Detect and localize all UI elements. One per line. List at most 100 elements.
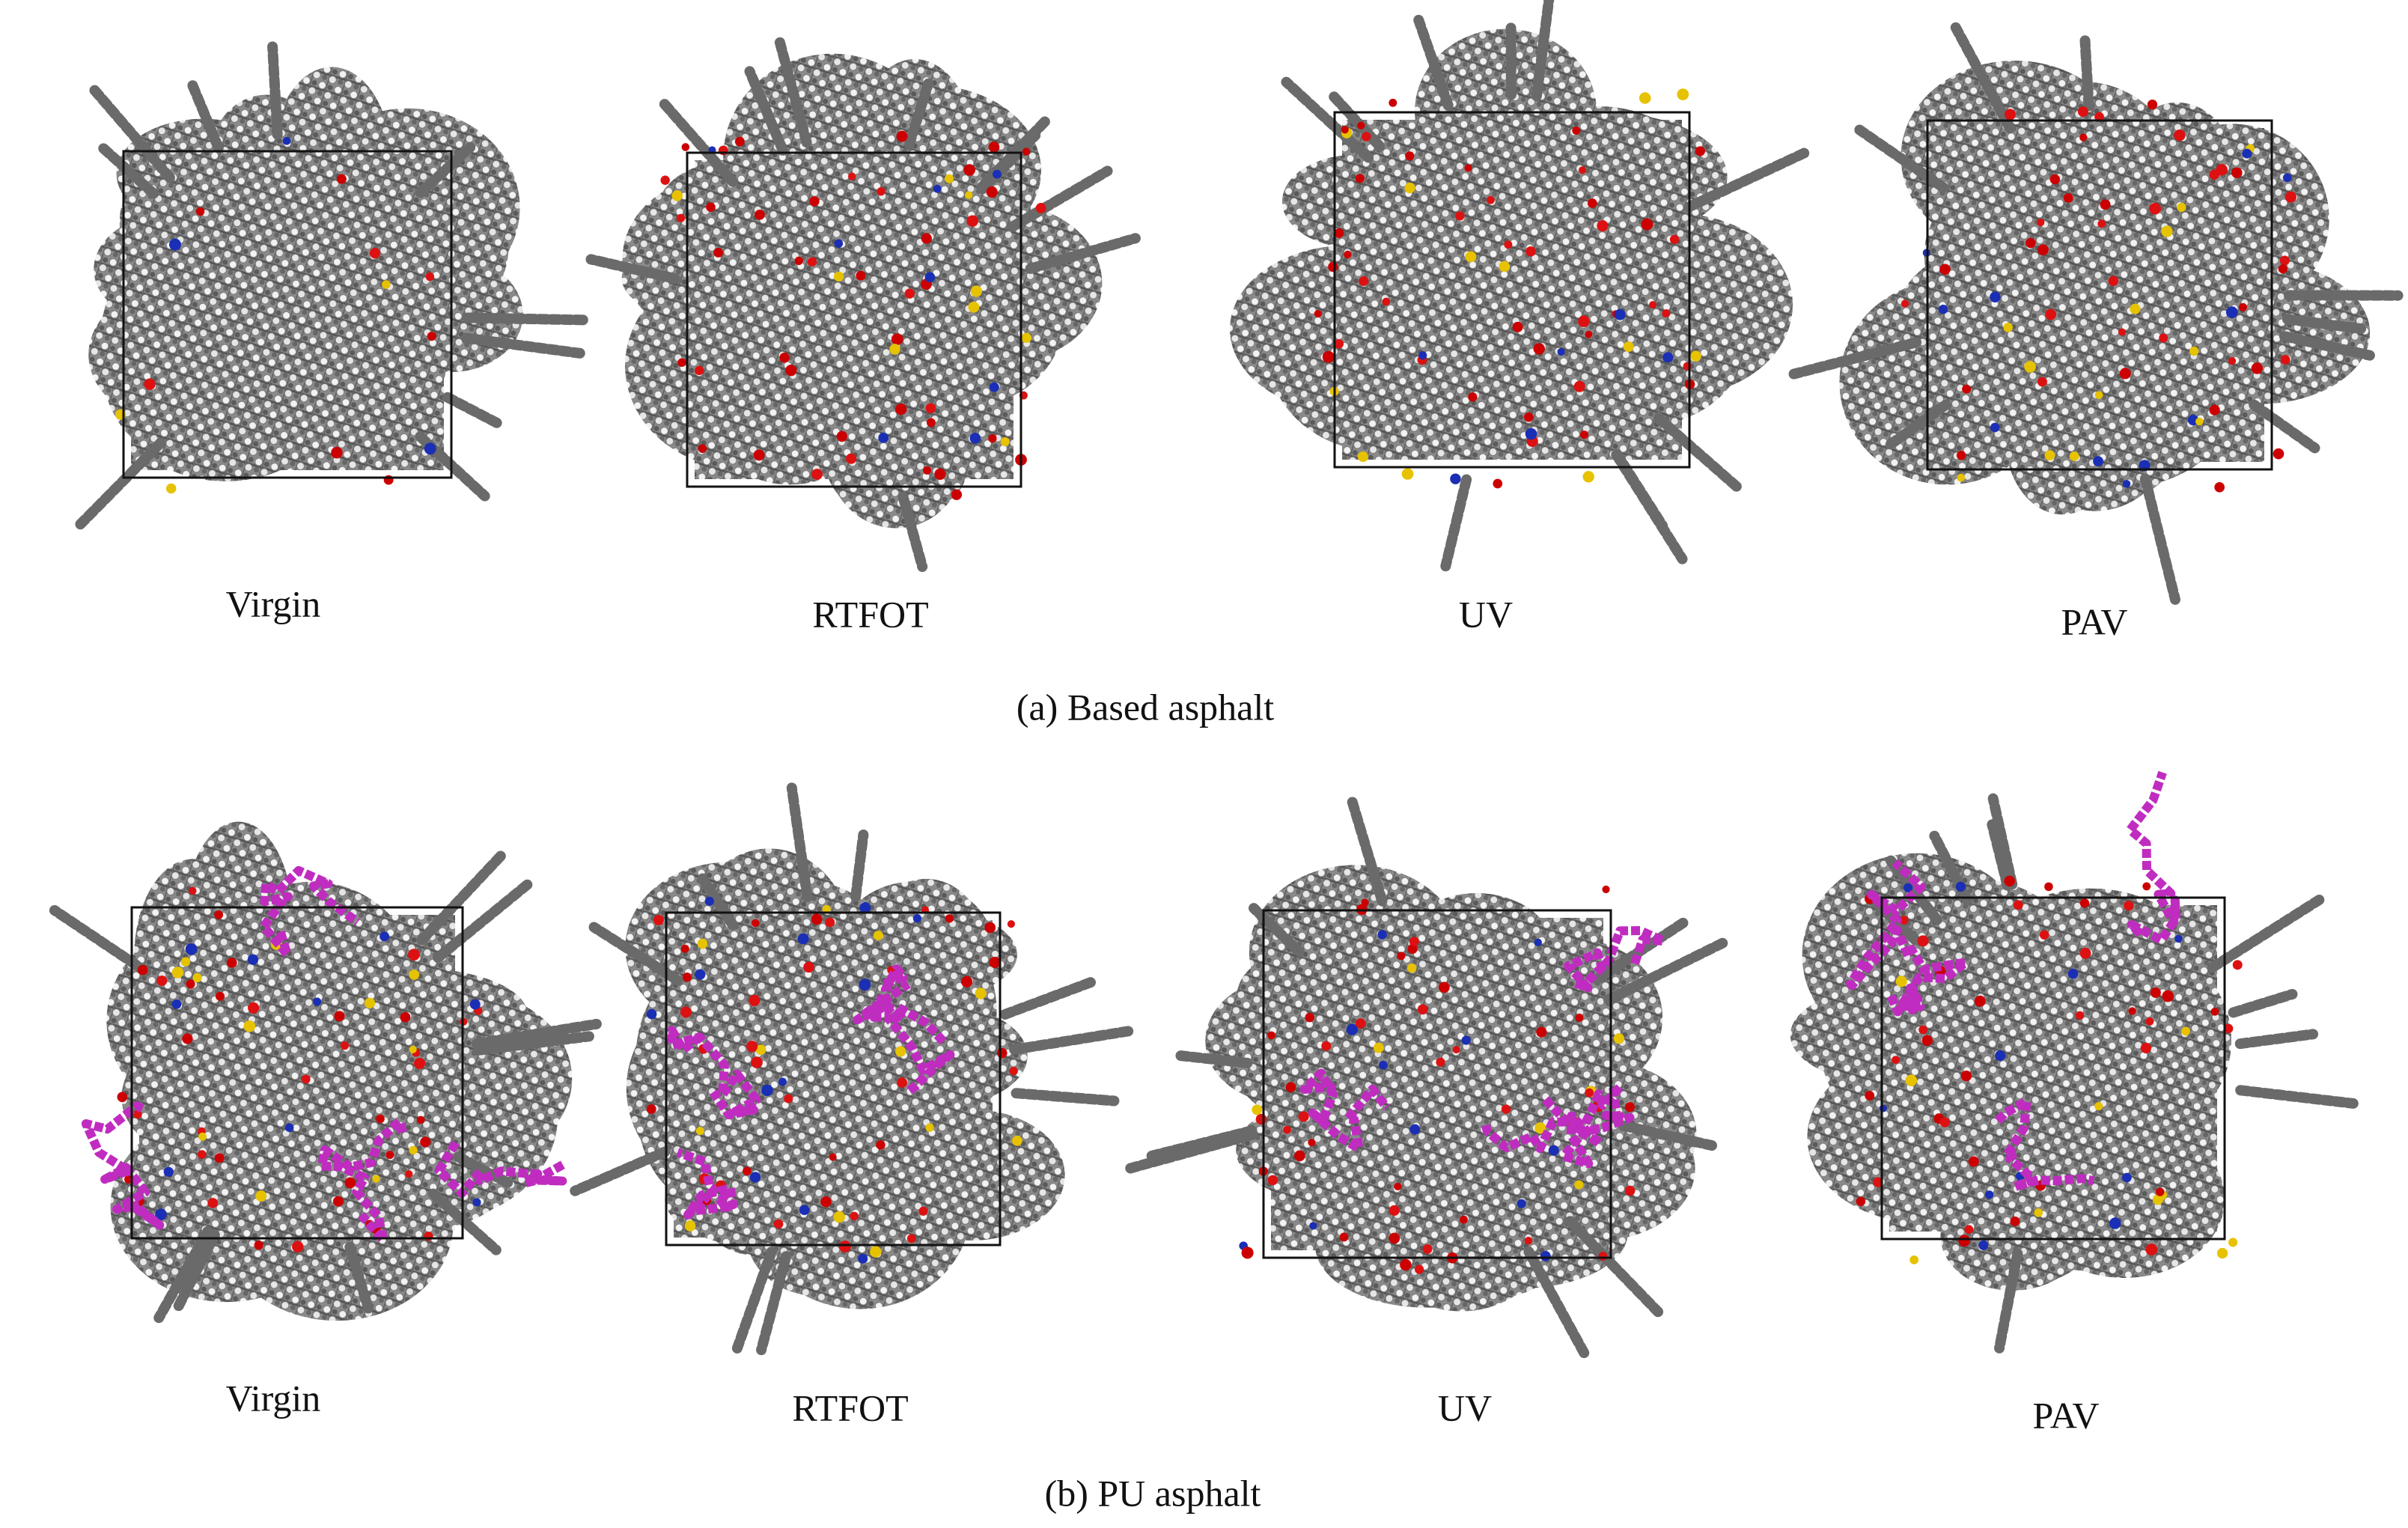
heteroatom <box>2119 368 2131 380</box>
heteroatom <box>1978 1240 1989 1250</box>
heteroatom <box>408 949 420 961</box>
heteroatom <box>2118 328 2127 336</box>
heteroatom <box>912 914 922 923</box>
heteroatom <box>313 997 322 1006</box>
heteroatom <box>859 902 871 913</box>
heteroatom <box>376 1114 385 1124</box>
heteroatom <box>284 1123 294 1132</box>
heteroatom <box>969 433 981 444</box>
heteroatom <box>1662 309 1671 318</box>
side-chain <box>453 1151 514 1189</box>
heteroatom <box>1321 1041 1332 1051</box>
heteroatom <box>282 136 291 145</box>
heteroatom <box>1995 1050 2006 1062</box>
side-chain <box>462 312 589 326</box>
heteroatom <box>713 248 724 258</box>
heteroatom <box>1917 935 1929 947</box>
heteroatom <box>186 979 195 989</box>
heteroatom <box>1572 127 1581 136</box>
heteroatom <box>2210 1007 2219 1016</box>
side-chain <box>1011 1088 1120 1107</box>
side-chain <box>1175 1050 1253 1068</box>
heteroatom <box>1695 146 1705 156</box>
heteroatom <box>2097 219 2106 228</box>
side-chain <box>267 41 283 140</box>
heteroatom <box>1504 240 1513 249</box>
heteroatom <box>746 1041 758 1053</box>
heteroatom <box>2122 1172 2132 1183</box>
side-chain <box>1326 88 1386 152</box>
row-caption: (b) PU asphalt <box>1045 1472 1261 1514</box>
heteroatom <box>1309 1222 1317 1230</box>
heteroatom <box>989 956 1001 969</box>
molecular-model <box>570 782 1135 1356</box>
heteroatom <box>1575 1013 1584 1022</box>
heteroatom <box>1955 881 1966 892</box>
pu-chain <box>2125 770 2180 945</box>
side-chain <box>903 78 934 150</box>
heteroatom <box>1895 975 1907 987</box>
heteroatom <box>2108 276 2119 286</box>
heteroatom <box>255 1190 267 1202</box>
side-chain <box>472 1031 594 1056</box>
heteroatom <box>2128 1007 2136 1015</box>
heteroatom <box>833 1211 845 1223</box>
heteroatom <box>124 1175 133 1184</box>
simulation-box <box>1880 896 2226 1241</box>
heteroatom <box>2231 167 2243 179</box>
heteroatom <box>1649 301 1657 309</box>
heteroatom <box>1465 251 1477 263</box>
heteroatom <box>180 957 191 967</box>
heteroatom <box>676 213 686 222</box>
side-chain <box>75 437 166 530</box>
heteroatom <box>1298 1111 1309 1122</box>
heteroatom <box>1405 151 1415 161</box>
heteroatom <box>2282 173 2292 183</box>
heteroatom <box>2044 882 2053 892</box>
heteroatom <box>1362 132 1371 141</box>
heteroatom <box>1534 1122 1546 1134</box>
heteroatom <box>1468 392 1478 402</box>
heteroatom <box>156 975 168 987</box>
heteroatom <box>1985 1190 1994 1199</box>
heteroatom <box>1294 1150 1305 1162</box>
heteroatom <box>385 1151 394 1160</box>
heteroatom <box>1582 471 1594 483</box>
side-chain <box>2079 35 2094 112</box>
side-chain <box>786 782 813 903</box>
heteroatom <box>809 196 820 207</box>
heteroatom <box>409 1045 417 1053</box>
heteroatom <box>155 1208 167 1221</box>
heteroatom <box>1865 1091 1875 1101</box>
heteroatom <box>1308 1139 1316 1147</box>
side-chain <box>1281 76 1374 163</box>
heteroatom <box>425 272 435 281</box>
heteroatom <box>2067 968 2079 979</box>
heteroatom <box>1355 1018 1366 1029</box>
side-chain <box>570 1146 670 1196</box>
side-chain <box>756 1251 792 1356</box>
heteroatom <box>132 1110 142 1119</box>
heteroatom <box>364 997 376 1008</box>
heteroatom <box>2228 1238 2238 1247</box>
heteroatom <box>891 333 903 345</box>
side-chain <box>2235 1085 2359 1109</box>
side-chain <box>1440 474 1472 572</box>
heteroatom <box>1613 1033 1624 1044</box>
heteroatom <box>897 1077 908 1088</box>
heteroatom <box>1938 304 1948 314</box>
simulation-box <box>1262 909 1612 1259</box>
heteroatom <box>2284 191 2296 203</box>
heteroatom <box>1579 430 1589 439</box>
heteroatom <box>895 1046 906 1057</box>
heteroatom <box>1267 1175 1278 1186</box>
pu-chain <box>259 865 361 959</box>
side-chain <box>1950 22 2016 134</box>
heteroatom <box>334 1011 345 1022</box>
heteroatom <box>2049 174 2061 185</box>
heteroatom <box>117 1092 128 1103</box>
heteroatom <box>427 332 436 341</box>
heteroatom <box>420 1136 431 1148</box>
heteroatom <box>409 1145 418 1155</box>
heteroatom <box>755 1044 766 1056</box>
